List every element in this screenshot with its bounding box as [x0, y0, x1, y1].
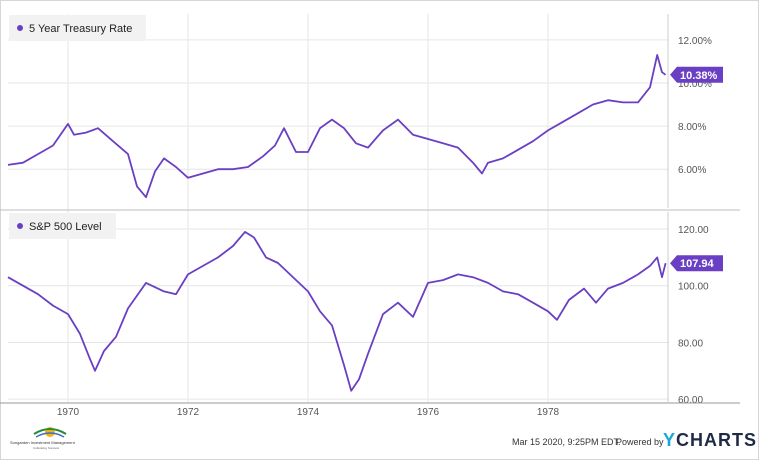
y-tick-label: 6.00% [678, 165, 706, 176]
logo-text: Sungarden Investment Management [10, 440, 75, 445]
y-tick-label: 60.00 [678, 395, 703, 406]
legend-label: S&P 500 Level [29, 221, 102, 233]
y-tick-label: 12.00% [678, 36, 712, 47]
current-value-label: 107.94 [680, 258, 715, 270]
logo-subtext: Cultivating Success [33, 446, 60, 450]
footer-timestamp: Mar 15 2020, 9:25PM EDT. [512, 437, 621, 447]
y-tick-label: 8.00% [678, 122, 706, 133]
current-value-label: 10.38% [680, 70, 718, 82]
x-tick-label: 1978 [537, 407, 560, 418]
footer-powered-by: Powered by [616, 437, 664, 447]
series-line [7, 54, 667, 199]
current-value-badge [670, 66, 723, 83]
ycharts-wordmark: CHARTS [676, 430, 758, 450]
y-tick-label: 80.00 [678, 338, 703, 349]
legend-label: 5 Year Treasury Rate [29, 23, 132, 35]
x-tick-label: 1974 [297, 407, 320, 418]
legend-box [9, 213, 116, 239]
y-tick-label: 10.00% [678, 79, 712, 90]
sungarden-logo [10, 420, 90, 450]
y-tick-label: 100.00 [678, 282, 709, 293]
legend-dot [17, 223, 23, 229]
series-line [7, 231, 667, 392]
current-value-badge [670, 255, 723, 272]
x-tick-label: 1976 [417, 407, 440, 418]
y-tick-label: 120.00 [678, 225, 709, 236]
x-tick-label: 1970 [57, 407, 80, 418]
ycharts-y: Y [663, 430, 677, 450]
legend-dot [17, 25, 23, 31]
x-tick-label: 1972 [177, 407, 200, 418]
legend-box [9, 15, 146, 41]
sun-logo-icon [33, 427, 67, 438]
ycharts-brand[interactable]: YCHARTS [663, 430, 757, 451]
